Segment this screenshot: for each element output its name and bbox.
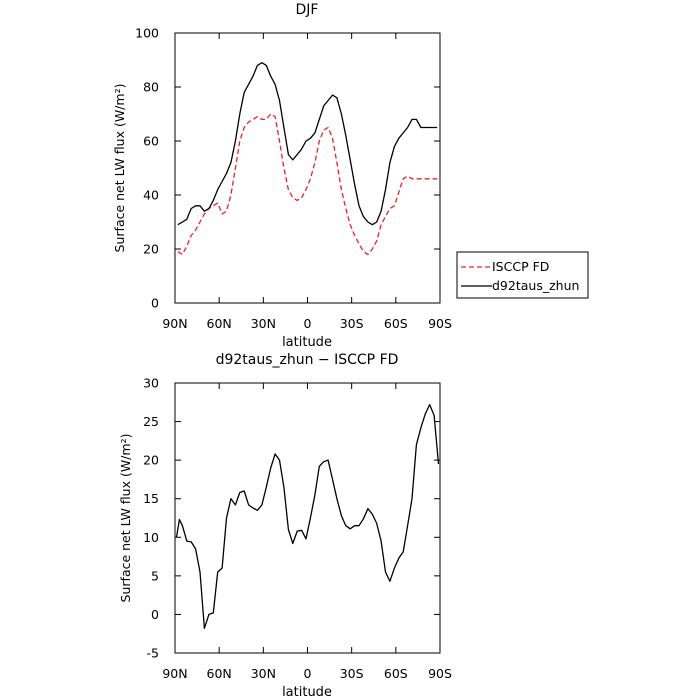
- y-tick-label: 30: [143, 376, 159, 391]
- x-tick-label: 60S: [384, 316, 408, 331]
- y-tick-label: 5: [151, 568, 159, 583]
- x-tick-label: 0: [304, 316, 312, 331]
- y-tick-label: 20: [143, 453, 159, 468]
- x-tick-label: 60N: [207, 316, 232, 331]
- chart-panel-djf: DJF 90N 60N 30N 0 30S 60S 90S 0 20 40 60 80 100 lati…: [112, 2, 589, 350]
- series-line-isccp-fd: [177, 113, 438, 256]
- y-tick-label: 10: [143, 530, 159, 545]
- x-tick-label: 90S: [428, 666, 452, 681]
- y-tick-label: 0: [151, 296, 159, 311]
- y-tick-label: 15: [143, 491, 159, 506]
- x-axis-label: latitude: [282, 685, 332, 700]
- chart-panel-difference: d92taus_zhun − ISCCP FD 90N 60N 30N 0 30S 60S…: [118, 352, 452, 700]
- y-tick-label: -5: [147, 646, 159, 661]
- x-tick-label: 90N: [162, 666, 187, 681]
- y-tick-label: 20: [143, 242, 159, 257]
- x-tick-label: 30N: [251, 666, 276, 681]
- x-tick-label: 30N: [251, 316, 276, 331]
- y-axis-label: Surface net LW flux (W/m²): [118, 434, 133, 603]
- y-tick-label: 0: [151, 607, 159, 622]
- x-tick-label: 60S: [384, 666, 408, 681]
- series-group: [177, 62, 438, 256]
- y-tick-label: 100: [135, 26, 159, 41]
- chart-title: DJF: [296, 2, 319, 18]
- chart-legend: ISCCP FD d92taus_zhun: [456, 251, 589, 299]
- y-tick-label: 40: [143, 188, 159, 203]
- x-tick-label: 60N: [207, 666, 232, 681]
- legend-label-isccp-fd: ISCCP FD: [492, 259, 549, 274]
- legend-label-d92taus-zhun: d92taus_zhun: [492, 278, 579, 293]
- x-axis-label: latitude: [282, 335, 332, 350]
- y-tick-label: 80: [143, 80, 159, 95]
- chart-title: d92taus_zhun − ISCCP FD: [216, 352, 399, 368]
- series-line-difference: [175, 403, 440, 629]
- plot-frame: [174, 382, 441, 654]
- axis-ticks: 90N 60N 30N 0 30S 60S 90S -5 0 5 10 15 20 25 30: [143, 376, 452, 682]
- y-tick-label: 60: [143, 134, 159, 149]
- plot-frame: [174, 32, 441, 304]
- x-tick-label: 30S: [340, 316, 364, 331]
- x-tick-label: 90N: [162, 316, 187, 331]
- legend-box: [456, 251, 589, 299]
- series-group: [175, 403, 440, 629]
- series-line-d92taus-zhun: [177, 62, 438, 226]
- x-tick-label: 0: [304, 666, 312, 681]
- x-tick-label: 90S: [428, 316, 452, 331]
- axis-ticks: 90N 60N 30N 0 30S 60S 90S 0 20 40 60 80 100: [135, 26, 452, 332]
- y-tick-label: 25: [143, 414, 159, 429]
- x-tick-label: 30S: [340, 666, 364, 681]
- y-axis-label: Surface net LW flux (W/m²): [112, 84, 127, 253]
